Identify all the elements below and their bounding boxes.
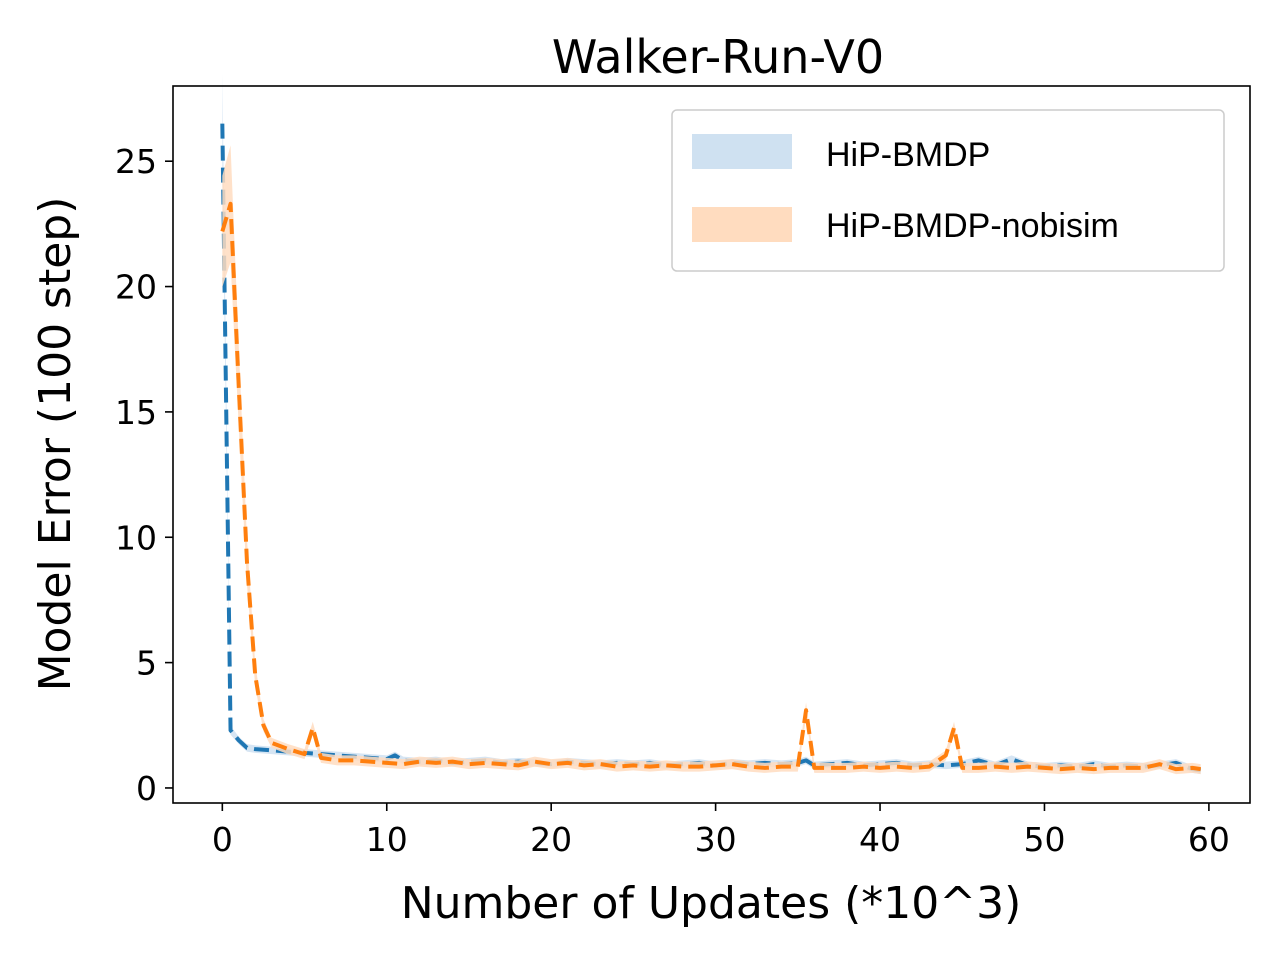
- chart-title: Walker-Run-V0: [552, 30, 884, 84]
- legend: HiP-BMDP HiP-BMDP-nobisim: [671, 109, 1225, 272]
- x-axis-label: Number of Updates (*10^3): [401, 878, 1022, 929]
- plot-frame: [172, 85, 1251, 804]
- y-tick-label: 0: [136, 769, 157, 808]
- y-tick-label: 15: [115, 393, 157, 432]
- x-tick-label: 20: [530, 820, 572, 859]
- x-tick-label: 50: [1023, 820, 1065, 859]
- x-tick-label: 30: [695, 820, 737, 859]
- y-tick-label: 10: [115, 518, 157, 557]
- y-tick-label: 5: [136, 644, 157, 683]
- x-tick-label: 0: [212, 820, 233, 859]
- y-tick-label: 25: [115, 142, 157, 181]
- x-tick-label: 10: [366, 820, 408, 859]
- legend-swatch-hip-bmdp-nobisim: [692, 207, 792, 242]
- legend-swatch-hip-bmdp: [692, 134, 792, 169]
- legend-label-hip-bmdp: HiP-BMDP: [826, 136, 990, 174]
- series-line-hip-bmdp-nobisim: [220, 201, 1201, 772]
- y-axis-label: Model Error (100 step): [30, 197, 81, 692]
- x-tick-label: 60: [1188, 820, 1230, 859]
- series-layer: [220, 73, 1201, 775]
- legend-frame: [671, 109, 1225, 272]
- y-tick-label: 20: [115, 268, 157, 307]
- x-tick-label: 40: [859, 820, 901, 859]
- ticks-layer: 0 10 20 30 40 50 60 0 5 10 15 20 25: [115, 142, 1230, 859]
- legend-label-hip-bmdp-nobisim: HiP-BMDP-nobisim: [826, 207, 1119, 245]
